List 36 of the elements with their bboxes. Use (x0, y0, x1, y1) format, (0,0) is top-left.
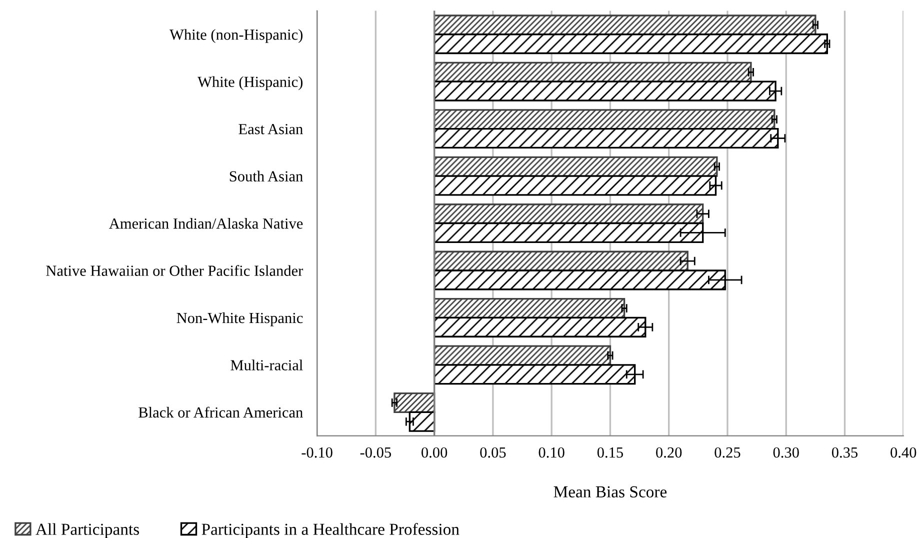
bar (433, 14, 816, 36)
x-tick-label: 0.05 (480, 447, 506, 458)
x-tick-label: 0.35 (832, 447, 858, 458)
bar (433, 34, 828, 54)
bar (433, 156, 718, 177)
x-tick-label: 0.25 (714, 447, 740, 458)
y-tick-label: Multi-racial (230, 360, 303, 370)
legend-label: All Participants (36, 523, 139, 538)
bar (394, 392, 436, 414)
bar (433, 62, 752, 82)
bar (433, 204, 704, 224)
x-tick-label: 0.15 (597, 447, 623, 458)
x-tick-label: 0.40 (890, 447, 916, 458)
x-tick-label: 0.20 (656, 447, 682, 458)
y-tick-label: Black or African American (138, 406, 303, 418)
bar (433, 250, 688, 272)
y-tick-label: East Asian (238, 124, 303, 134)
bar (433, 298, 626, 319)
bar (408, 411, 436, 432)
y-tick-label: Native Hawaiian or Other Pacific Islander (46, 265, 304, 276)
y-tick-label: Non-White Hispanic (176, 312, 303, 326)
x-tick-label: -0.10 (302, 447, 332, 458)
x-tick-label: 0.30 (773, 447, 799, 458)
y-tick-label: South Asian (230, 170, 303, 182)
x-tick-label: -0.05 (360, 447, 392, 458)
x-tick-label: 0.00 (422, 447, 448, 458)
y-tick-label: White (Hispanic) (198, 76, 302, 90)
x-tick-label: 0.10 (538, 447, 564, 458)
bar (433, 80, 776, 102)
bar (433, 175, 717, 196)
y-tick-label: White (non-Hispanic) (170, 29, 302, 43)
bar (433, 109, 776, 130)
bar (433, 345, 612, 366)
legend-label: Participants in a Healthcare Profession (202, 523, 460, 538)
x-axis-title: Mean Bias Score (554, 486, 667, 498)
y-tick-label: American Indian/Alaska Native (109, 218, 303, 229)
